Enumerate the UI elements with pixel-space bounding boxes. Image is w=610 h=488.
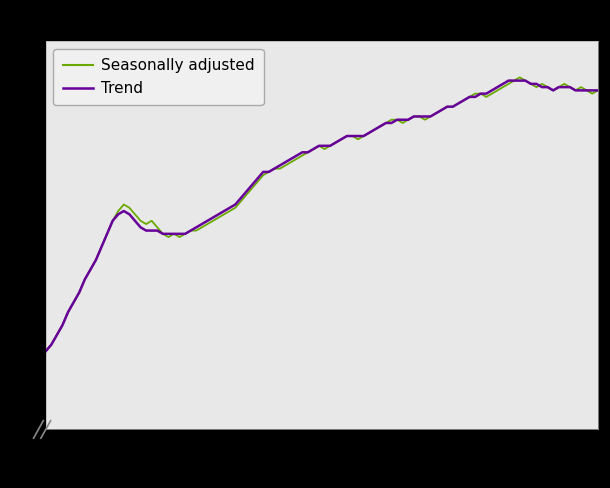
Legend: Seasonally adjusted, Trend: Seasonally adjusted, Trend	[54, 49, 264, 105]
